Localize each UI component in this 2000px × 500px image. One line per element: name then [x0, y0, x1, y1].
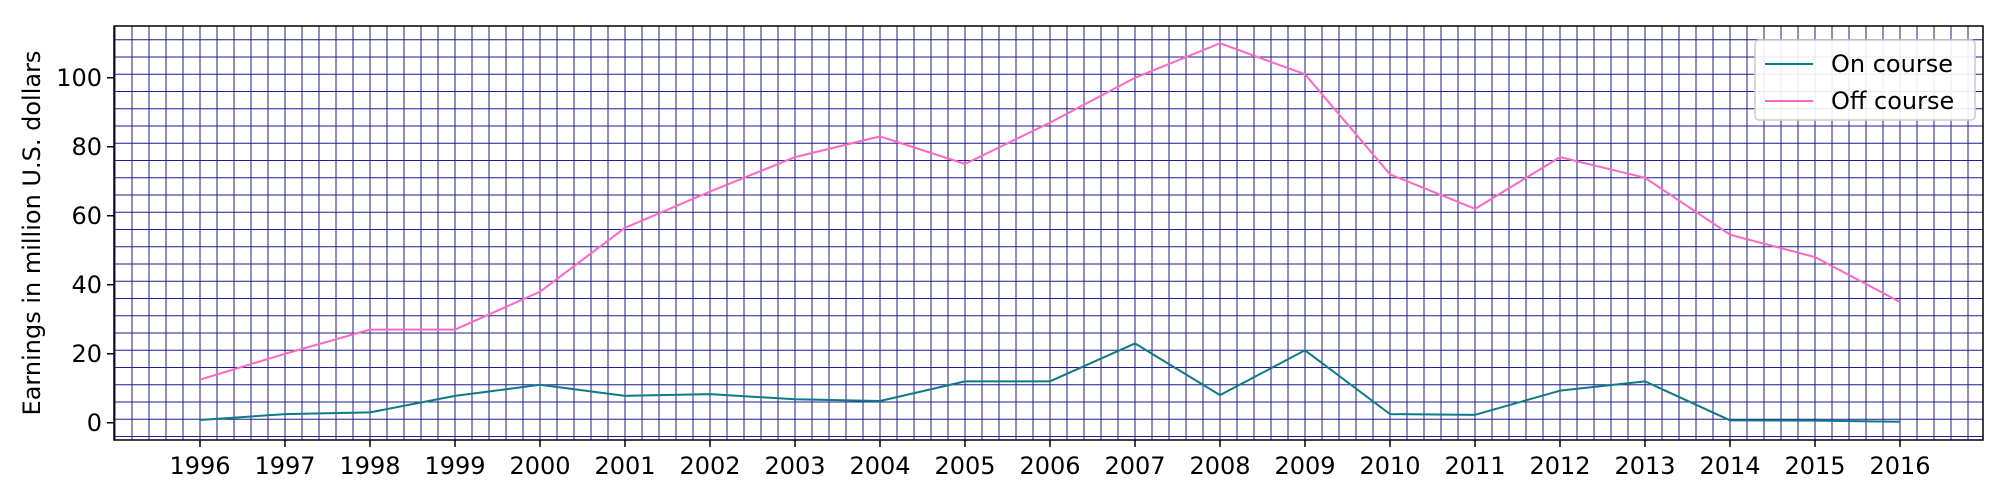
axes	[113, 25, 1984, 441]
x-tick-label: 2008	[1189, 452, 1250, 480]
y-tick-label: 20	[71, 340, 102, 368]
x-tick-label: 2007	[1104, 452, 1165, 480]
grid	[114, 26, 1983, 440]
x-tick-label: 2010	[1359, 452, 1420, 480]
x-tick-label: 2005	[934, 452, 995, 480]
x-tick-label: 2006	[1019, 452, 1080, 480]
series-lines	[199, 42, 1901, 423]
series-line-off-course	[199, 42, 1901, 381]
x-tick-label: 2002	[679, 452, 740, 480]
x-tick-label: 2014	[1699, 452, 1760, 480]
x-tick-label: 2004	[849, 452, 910, 480]
x-tick-label: 2013	[1614, 452, 1675, 480]
x-tick-label: 1998	[339, 452, 400, 480]
x-tick-label: 2001	[594, 452, 655, 480]
plot-frame	[113, 25, 1984, 441]
x-tick-label: 1999	[424, 452, 485, 480]
x-tick-label: 1997	[254, 452, 315, 480]
x-tick-label: 2009	[1274, 452, 1335, 480]
x-tick-label: 2012	[1529, 452, 1590, 480]
x-tick-label: 2003	[764, 452, 825, 480]
x-tick-label: 2016	[1869, 452, 1930, 480]
y-tick-label: 80	[71, 133, 102, 161]
x-tick-label: 2000	[509, 452, 570, 480]
y-tick-label: 0	[87, 409, 102, 437]
tick-labels: 1996 1997 1998 1999 2000 2001 2002 2003 2004 2005…	[56, 64, 1930, 480]
legend: On course Off course	[1754, 39, 1976, 121]
series-line-on-course	[199, 342, 1901, 423]
y-tick-label: 60	[71, 202, 102, 230]
x-tick-label: 2011	[1444, 452, 1505, 480]
y-axis-label: Earnings in million U.S. dollars	[18, 51, 46, 416]
x-tick-label: 1996	[169, 452, 230, 480]
y-tick-label: 100	[56, 64, 102, 92]
x-tick-label: 2015	[1784, 452, 1845, 480]
legend-label-off-course: Off course	[1831, 87, 1954, 115]
legend-label-on-course: On course	[1831, 50, 1953, 78]
y-tick-label: 40	[71, 271, 102, 299]
